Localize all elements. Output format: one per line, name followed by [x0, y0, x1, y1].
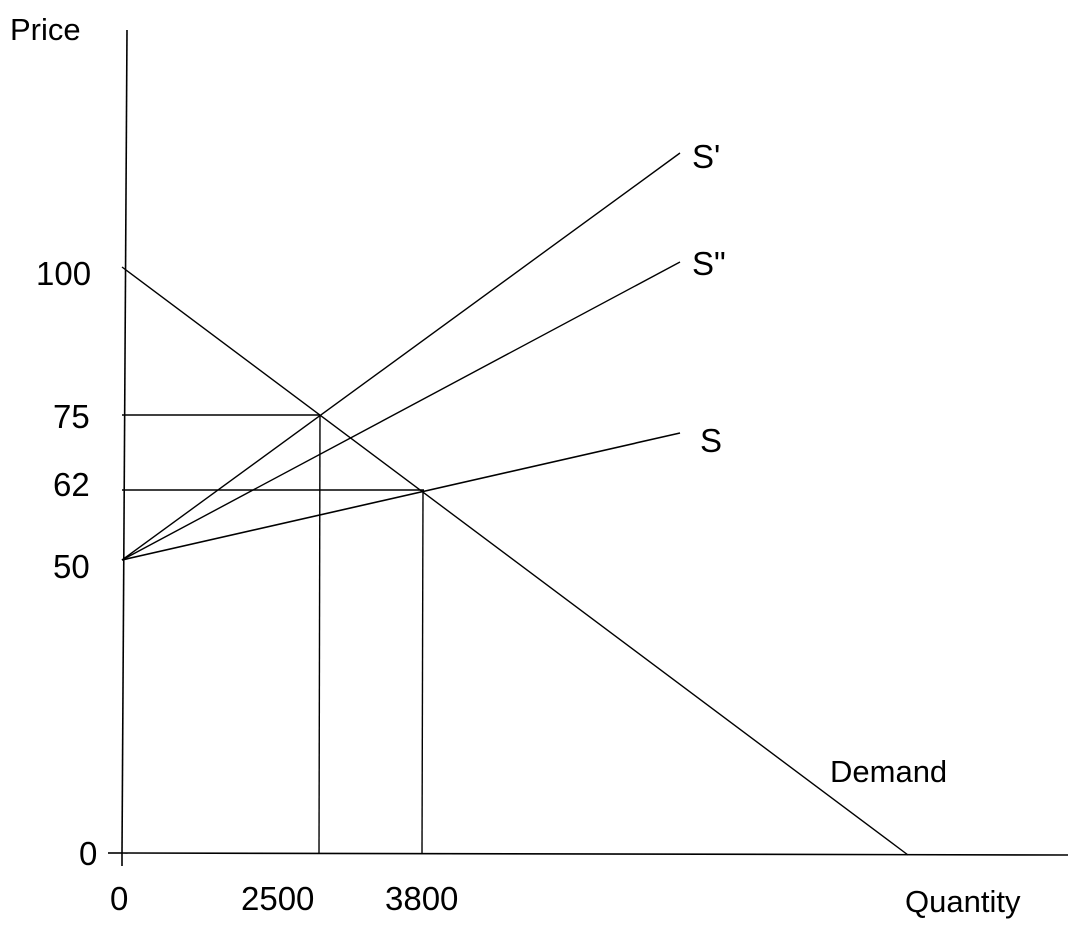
x-tick-2500: 2500 — [241, 880, 314, 917]
label-demand: Demand — [830, 754, 947, 789]
x-tick-3800: 3800 — [385, 880, 458, 917]
y-tick-100: 100 — [36, 255, 91, 292]
y-axis-title: Price — [10, 12, 81, 47]
y-axis — [121, 29, 128, 854]
supply-curve-s-double-prime — [121, 261, 681, 561]
y-tick-0: 0 — [79, 835, 97, 872]
y-tick-75: 75 — [53, 398, 90, 435]
label-s: S — [700, 422, 722, 459]
supply-curve-s-prime — [121, 152, 681, 561]
supply-curve-s — [121, 432, 681, 561]
demand-curve — [121, 266, 909, 856]
x-axis-title: Quantity — [905, 884, 1021, 919]
label-s-prime: S' — [692, 138, 720, 175]
y-tick-50: 50 — [53, 548, 90, 585]
guide-quantity-2500 — [318, 414, 321, 854]
guide-quantity-3800 — [421, 489, 424, 854]
x-tick-0: 0 — [110, 880, 128, 917]
label-s-double-prime: S" — [692, 245, 726, 282]
y-tick-62: 62 — [53, 466, 90, 503]
x-axis — [121, 852, 1069, 856]
